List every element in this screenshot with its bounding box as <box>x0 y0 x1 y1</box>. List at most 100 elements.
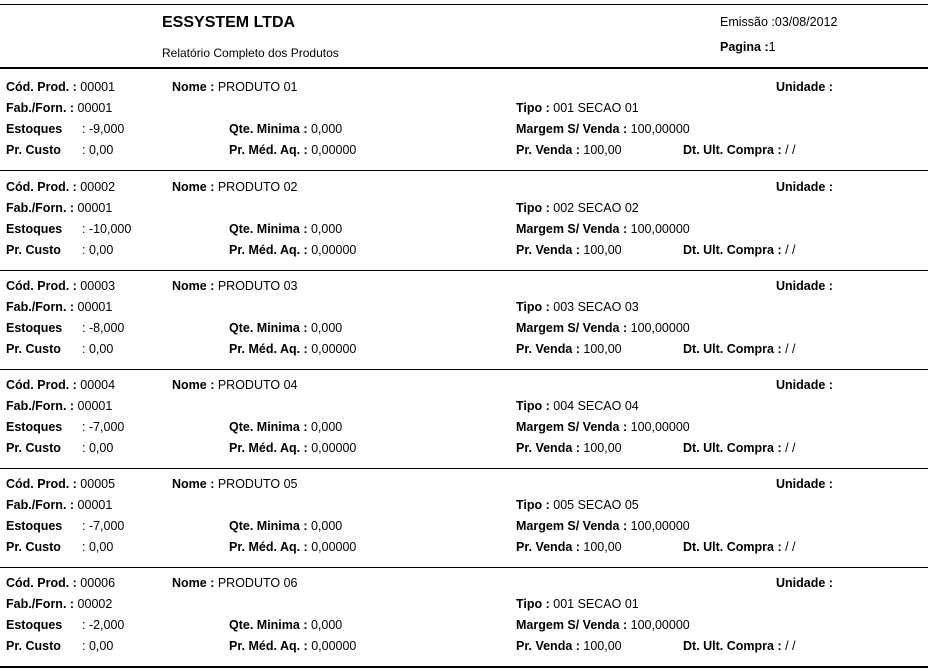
field-label: Tipo : <box>516 597 550 611</box>
field-label: Fab./Forn. : <box>6 399 75 413</box>
field-label: Fab./Forn. : <box>6 201 75 215</box>
field-value: 003 SECAO 03 <box>549 300 639 314</box>
field-label: Pr. Méd. Aq. : <box>229 639 308 653</box>
field-label: Pr. Méd. Aq. : <box>229 540 308 554</box>
product-record: Cód. Prod. : 00002 Nome : PRODUTO 02 Unida… <box>0 172 928 271</box>
field-estoques: : -8,000 <box>82 321 124 335</box>
field-tipo: Tipo : 001 SECAO 01 <box>516 597 639 611</box>
field-dt-ult: Dt. Ult. Compra : / / <box>683 540 796 554</box>
field-label: Margem S/ Venda : <box>516 618 628 632</box>
field-label: Margem S/ Venda : <box>516 420 628 434</box>
field-pr-custo: : 0,00 <box>82 639 113 653</box>
field-label: Nome : <box>172 80 215 94</box>
field-label: Cód. Prod. : <box>6 279 77 293</box>
field-margem: Margem S/ Venda : 100,00000 <box>516 420 690 434</box>
field-label: Estoques <box>6 420 63 434</box>
field-label: Estoques <box>6 122 63 136</box>
field-value: 100,00 <box>579 540 622 554</box>
field-estoques: : -7,000 <box>82 519 124 533</box>
field-nome: Nome : PRODUTO 01 <box>172 80 298 94</box>
field-value: 0,00000 <box>307 243 357 257</box>
field-pr-venda: Pr. Venda : 100,00 <box>516 441 622 455</box>
field-estoques: Estoques <box>6 420 62 434</box>
field-qte-minima: Qte. Minima : 0,000 <box>229 222 342 236</box>
field-pr-med: Pr. Méd. Aq. : 0,00000 <box>229 342 356 356</box>
field-label: Fab./Forn. : <box>6 597 75 611</box>
field-label: Dt. Ult. Compra : <box>683 342 782 356</box>
field-value: 100,00000 <box>627 618 690 632</box>
field-tipo: Tipo : 005 SECAO 05 <box>516 498 639 512</box>
field-label: Nome : <box>172 477 215 491</box>
field-pr-venda: Pr. Venda : 100,00 <box>516 540 622 554</box>
field-cod: Cód. Prod. : 00001 <box>6 80 115 94</box>
field-value: / / <box>781 540 796 554</box>
field-estoques: Estoques <box>6 222 62 236</box>
emissao: Emissão :03/08/2012 <box>720 15 837 29</box>
field-label: Margem S/ Venda : <box>516 321 628 335</box>
field-value: : -9,000 <box>82 122 125 136</box>
field-value: 0,00000 <box>307 540 357 554</box>
field-value: 001 SECAO 01 <box>549 101 639 115</box>
field-pr-custo: : 0,00 <box>82 243 113 257</box>
product-record: Cód. Prod. : 00001 Nome : PRODUTO 01 Unida… <box>0 72 928 171</box>
field-label: Tipo : <box>516 498 550 512</box>
field-label: Fab./Forn. : <box>6 300 75 314</box>
field-value: / / <box>781 243 796 257</box>
field-pr-custo: Pr. Custo <box>6 143 61 157</box>
field-value: 004 SECAO 04 <box>549 399 639 413</box>
field-pr-custo: : 0,00 <box>82 342 113 356</box>
field-label: Tipo : <box>516 399 550 413</box>
field-value: 0,000 <box>307 321 343 335</box>
field-value: 100,00 <box>579 342 622 356</box>
field-value: 00001 <box>76 80 116 94</box>
field-tipo: Tipo : 003 SECAO 03 <box>516 300 639 314</box>
field-dt-ult: Dt. Ult. Compra : / / <box>683 342 796 356</box>
field-pr-custo: : 0,00 <box>82 540 113 554</box>
field-value: 100,00 <box>579 441 622 455</box>
field-value: PRODUTO 03 <box>214 279 298 293</box>
field-margem: Margem S/ Venda : 100,00000 <box>516 618 690 632</box>
field-fab: Fab./Forn. : 00001 <box>6 498 112 512</box>
field-fab: Fab./Forn. : 00001 <box>6 300 112 314</box>
record-divider <box>0 270 928 271</box>
field-label: Estoques <box>6 519 63 533</box>
field-label: Dt. Ult. Compra : <box>683 143 782 157</box>
field-value: 00005 <box>76 477 116 491</box>
field-value: : 0,00 <box>82 243 114 257</box>
field-value: 00001 <box>74 101 113 115</box>
field-label: Unidade : <box>776 576 833 590</box>
field-label: Cód. Prod. : <box>6 576 77 590</box>
field-label: Cód. Prod. : <box>6 477 77 491</box>
field-value: 0,00000 <box>307 639 357 653</box>
field-cod: Cód. Prod. : 00005 <box>6 477 115 491</box>
field-unidade: Unidade : <box>776 477 833 491</box>
field-unidade: Unidade : <box>776 576 833 590</box>
field-value: 100,00000 <box>627 519 690 533</box>
field-value: : 0,00 <box>82 540 114 554</box>
field-label: Unidade : <box>776 279 833 293</box>
field-value: 0,000 <box>307 122 343 136</box>
field-pr-custo: Pr. Custo <box>6 342 61 356</box>
record-divider <box>0 369 928 370</box>
field-value: 100,00 <box>579 243 622 257</box>
field-value: : -8,000 <box>82 321 125 335</box>
field-label: Pr. Venda : <box>516 243 580 257</box>
field-value: 00001 <box>74 399 113 413</box>
field-label: Dt. Ult. Compra : <box>683 243 782 257</box>
record-divider <box>0 666 928 668</box>
field-unidade: Unidade : <box>776 378 833 392</box>
field-label: Qte. Minima : <box>229 122 308 136</box>
field-cod: Cód. Prod. : 00002 <box>6 180 115 194</box>
field-value: 001 SECAO 01 <box>549 597 639 611</box>
field-value: 0,00000 <box>307 342 357 356</box>
field-unidade: Unidade : <box>776 80 833 94</box>
record-divider <box>0 567 928 568</box>
field-value: 0,000 <box>307 420 343 434</box>
field-value: 100,00000 <box>627 122 690 136</box>
field-label: Pr. Custo <box>6 639 61 653</box>
field-margem: Margem S/ Venda : 100,00000 <box>516 122 690 136</box>
field-qte-minima: Qte. Minima : 0,000 <box>229 122 342 136</box>
field-label: Nome : <box>172 576 215 590</box>
field-fab: Fab./Forn. : 00001 <box>6 399 112 413</box>
field-nome: Nome : PRODUTO 06 <box>172 576 298 590</box>
